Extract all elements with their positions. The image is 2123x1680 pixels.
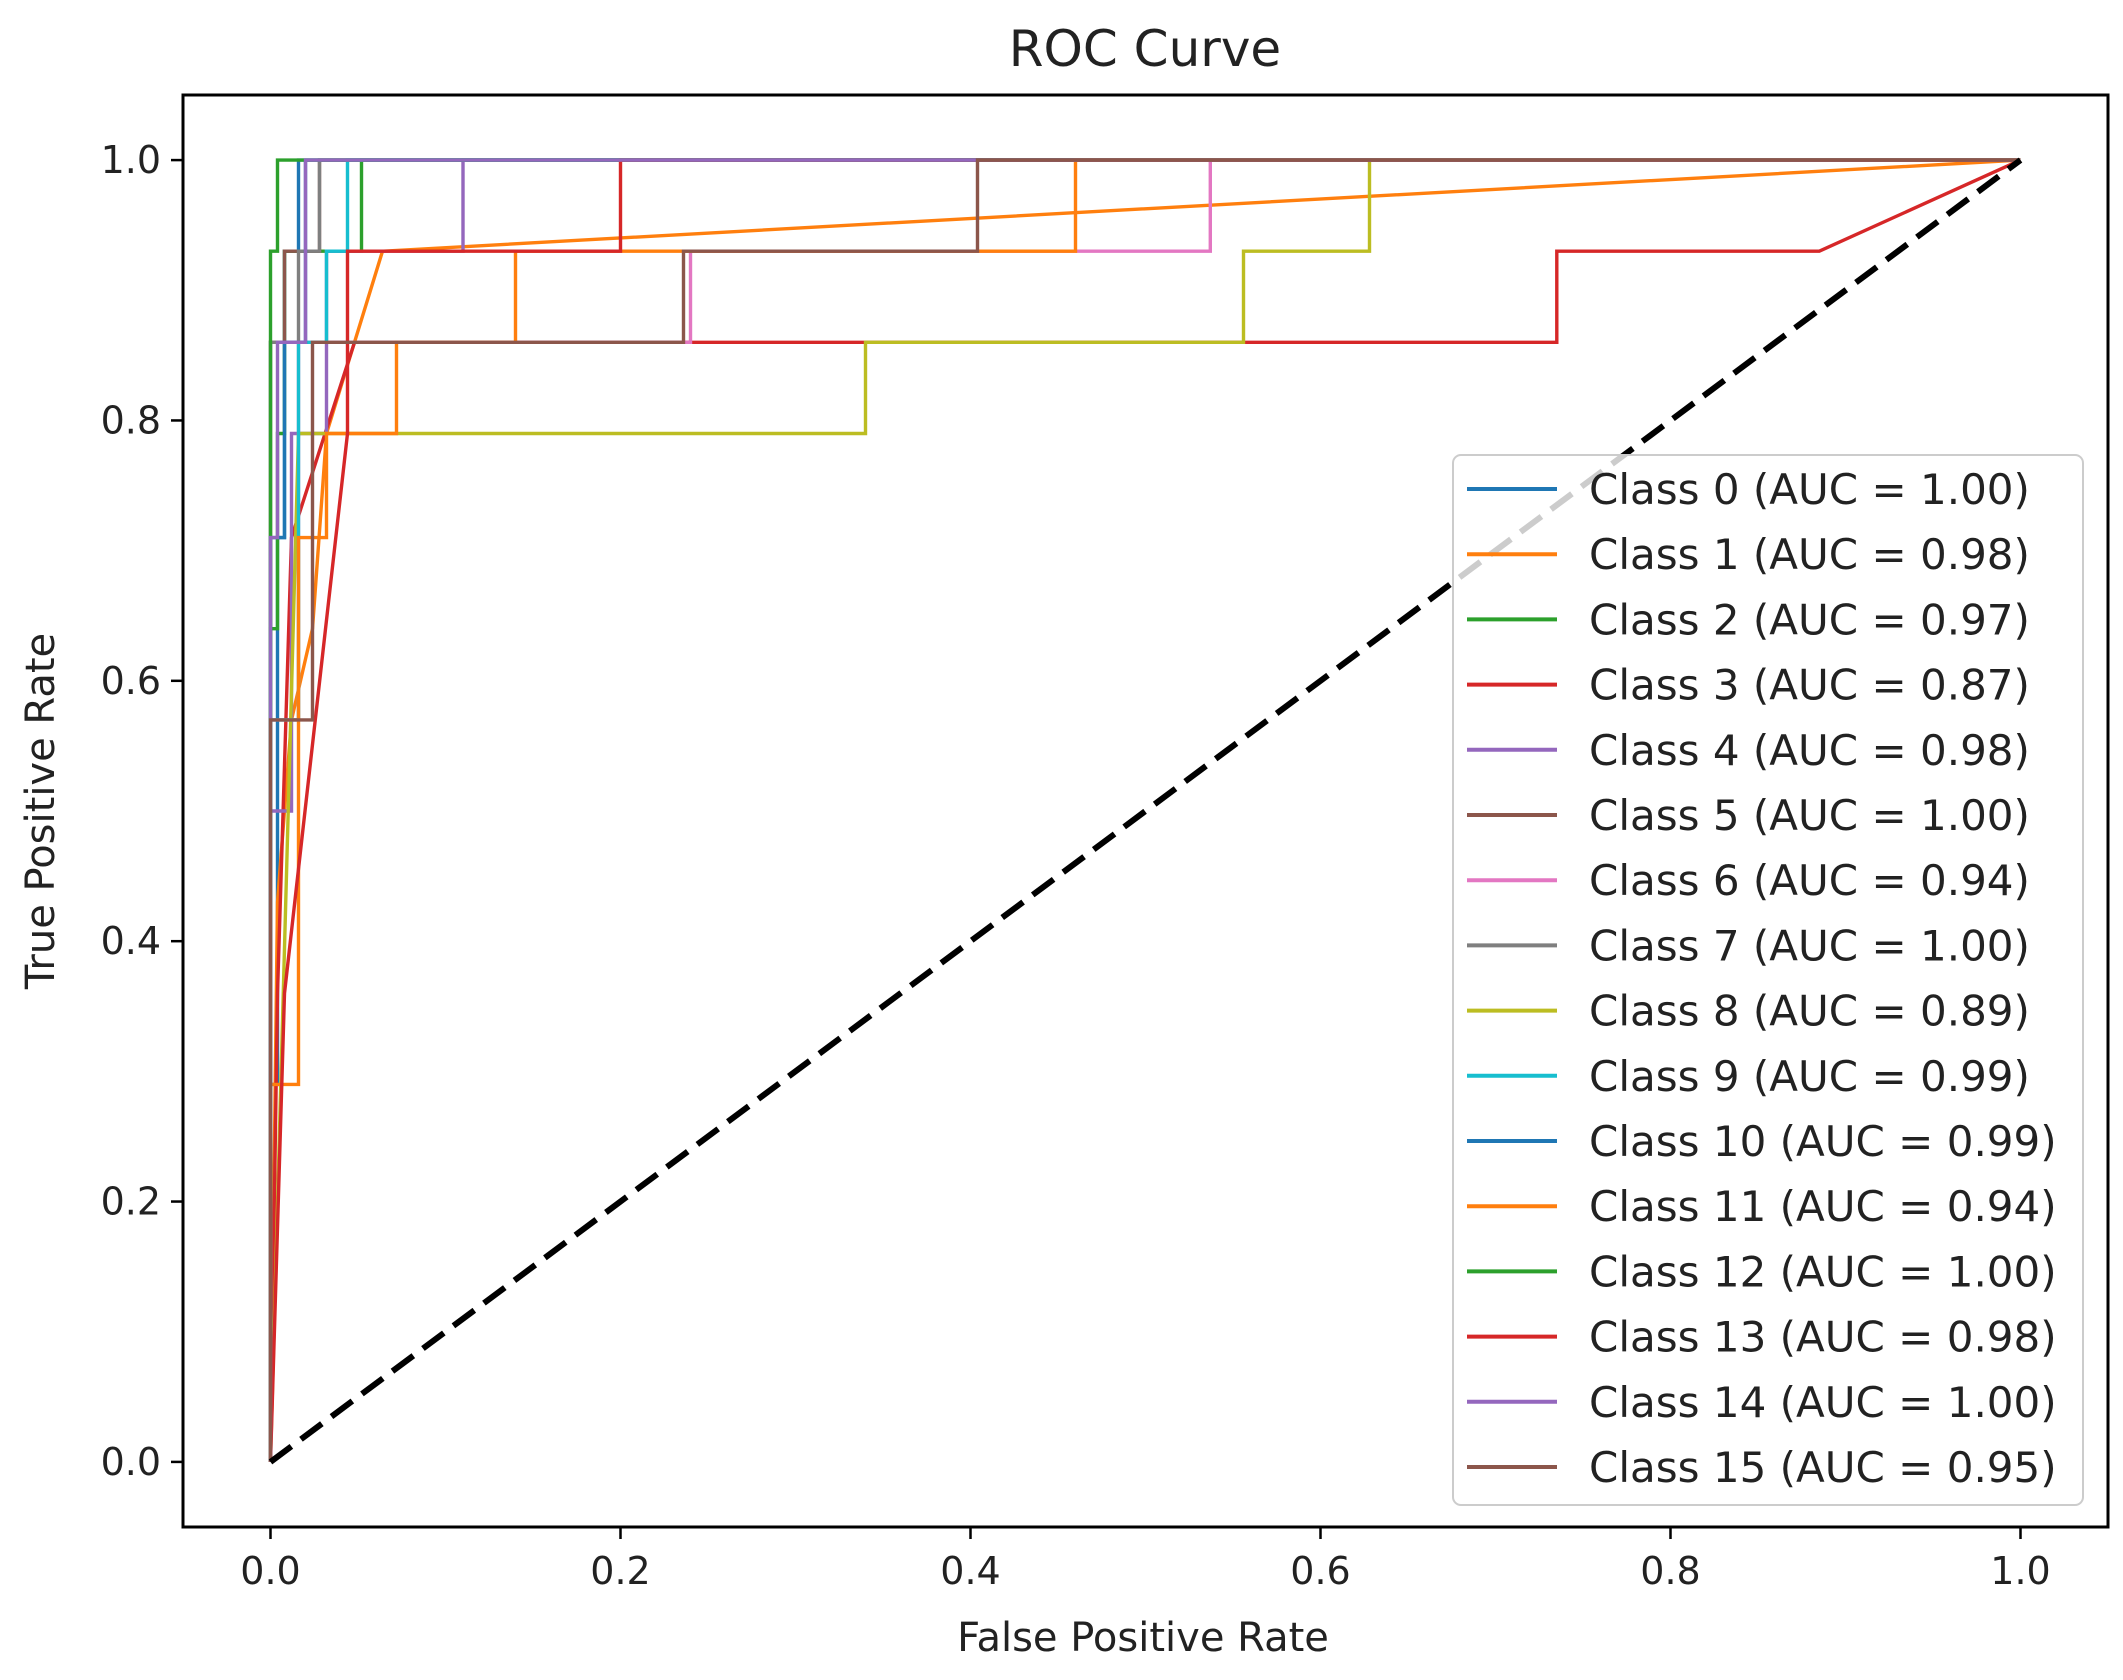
legend-box xyxy=(1452,454,2084,1506)
x-axis-label: False Positive Rate xyxy=(957,1615,1329,1661)
x-tick-label: 0.0 xyxy=(240,1549,300,1593)
x-tick-label: 0.6 xyxy=(1290,1549,1350,1593)
legend-label-class-12: Class 12 (AUC = 1.00) xyxy=(1589,1247,2057,1296)
y-axis-label: True Positive Rate xyxy=(18,633,64,990)
legend-label-class-3: Class 3 (AUC = 0.87) xyxy=(1589,661,2030,710)
x-tick-label: 1.0 xyxy=(1990,1549,2050,1593)
series-line-class-8 xyxy=(268,158,2021,1462)
series-line-class-14 xyxy=(268,158,2021,1462)
series-line-class-15 xyxy=(268,158,2021,1462)
y-axis-ticks: 0.0 0.2 0.4 0.6 0.8 1.0 xyxy=(101,138,183,1484)
y-tick-label: 0.6 xyxy=(101,659,161,703)
legend-label-class-10: Class 10 (AUC = 0.99) xyxy=(1589,1117,2057,1166)
legend-label-class-11: Class 11 (AUC = 0.94) xyxy=(1589,1182,2057,1231)
legend-label-class-2: Class 2 (AUC = 0.97) xyxy=(1589,595,2030,644)
legend-label-class-15: Class 15 (AUC = 0.95) xyxy=(1589,1443,2057,1492)
legend-label-class-4: Class 4 (AUC = 0.98) xyxy=(1589,726,2030,775)
reference-line-layer xyxy=(268,157,2023,1465)
chart-title: ROC Curve xyxy=(1009,20,1281,78)
plot-frame xyxy=(181,93,2110,1529)
legend-label-class-0: Class 0 (AUC = 1.00) xyxy=(1589,465,2030,514)
x-axis-ticks: 0.0 0.2 0.4 0.6 0.8 1.0 xyxy=(240,1527,2051,1593)
series-line-class-11 xyxy=(268,158,2021,1462)
y-tick-label: 0.4 xyxy=(101,919,161,963)
legend-label-class-8: Class 8 (AUC = 0.89) xyxy=(1589,987,2030,1036)
legend: Class 0 (AUC = 1.00) Class 1 (AUC = 0.98)… xyxy=(1452,454,2084,1506)
x-tick-label: 0.8 xyxy=(1640,1549,1700,1593)
chance-reference-line xyxy=(268,157,2023,1465)
legend-label-class-7: Class 7 (AUC = 1.00) xyxy=(1589,921,2030,970)
legend-label-class-1: Class 1 (AUC = 0.98) xyxy=(1589,530,2030,579)
legend-label-class-13: Class 13 (AUC = 0.98) xyxy=(1589,1313,2057,1362)
series-lines xyxy=(268,158,2022,1462)
legend-label-class-6: Class 6 (AUC = 0.94) xyxy=(1589,856,2030,905)
y-tick-label: 0.2 xyxy=(101,1180,161,1224)
y-tick-label: 0.0 xyxy=(101,1440,161,1484)
x-tick-label: 0.2 xyxy=(590,1549,650,1593)
y-tick-label: 1.0 xyxy=(101,138,161,182)
legend-label-class-5: Class 5 (AUC = 1.00) xyxy=(1589,791,2030,840)
y-tick-label: 0.8 xyxy=(101,398,161,442)
legend-label-class-9: Class 9 (AUC = 0.99) xyxy=(1589,1052,2030,1101)
x-tick-label: 0.4 xyxy=(940,1549,1000,1593)
legend-label-class-14: Class 14 (AUC = 1.00) xyxy=(1589,1378,2057,1427)
